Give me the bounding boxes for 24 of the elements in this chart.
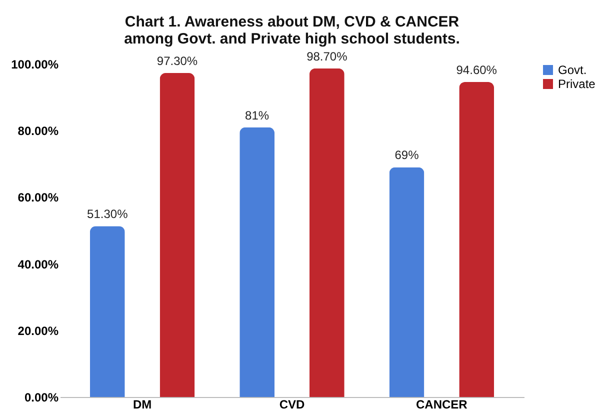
legend-label: Govt.	[558, 63, 587, 77]
bar	[240, 127, 275, 397]
y-tick-label: 60.00%	[18, 190, 59, 205]
data-label: 97.30%	[156, 54, 198, 68]
bar	[160, 72, 195, 397]
data-label: 81%	[245, 108, 270, 122]
y-tick-label: 80.00%	[18, 124, 59, 138]
bar	[309, 68, 344, 397]
legend-label: Private	[558, 77, 596, 91]
chart-title: Chart 1. Awareness about DM, CVD & CANCER among Govt. and Private high school students.	[124, 13, 460, 48]
x-tick-label: CVD	[279, 398, 305, 412]
y-tick-label: 20.00%	[18, 324, 59, 338]
data-label: 69%	[394, 148, 420, 162]
data-label: 94.60%	[456, 62, 498, 77]
y-tick-label: 0.00%	[24, 390, 59, 404]
x-tick-label: DM	[132, 398, 152, 412]
y-tick-label: 40.00%	[18, 257, 59, 272]
bar	[459, 82, 494, 397]
bar	[90, 226, 125, 397]
data-label: 51.30%	[87, 207, 128, 222]
y-tick-label: 100.00%	[11, 58, 59, 72]
bar	[389, 167, 424, 397]
data-label: 98.70%	[306, 49, 348, 64]
x-tick-label: CANCER	[416, 398, 468, 412]
